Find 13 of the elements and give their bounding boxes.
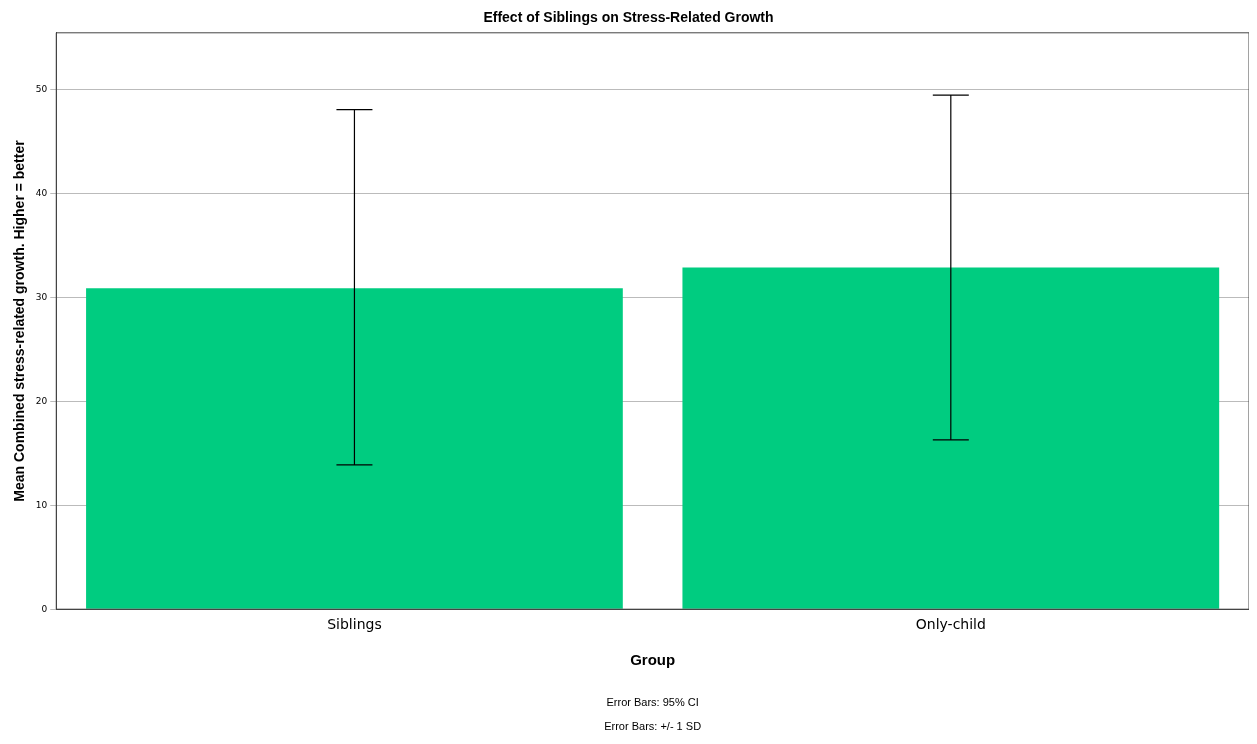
y-tick-label: 0 (41, 603, 48, 614)
y-tick-label: 20 (35, 395, 48, 406)
y-axis-title: Mean Combined stress-related growth. Higher = better (11, 139, 28, 502)
x-axis-title: Group (630, 651, 676, 669)
text: Error Bars: +/- 1 SD (604, 720, 702, 732)
x-tick-label: Only-child (915, 616, 986, 633)
y-tick-label: 30 (35, 291, 48, 302)
chart-title: Effect of Siblings on Stress-Related Growth (483, 9, 774, 26)
y-tick-label: 50 (35, 84, 48, 95)
text: Error Bars: 95% CI (606, 696, 699, 708)
y-tick-label: 40 (35, 188, 48, 199)
x-tick-label: Siblings (327, 616, 382, 633)
y-tick-label: 10 (35, 499, 48, 510)
